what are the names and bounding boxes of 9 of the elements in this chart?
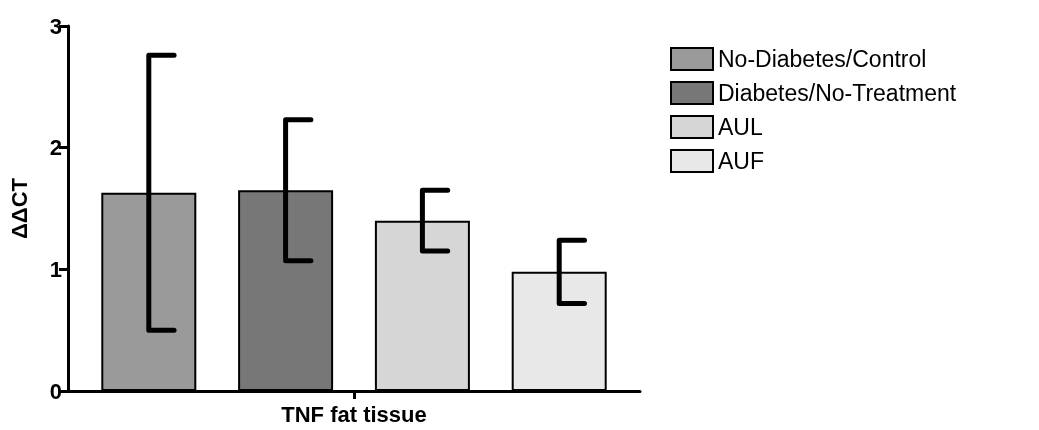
legend-label: No-Diabetes/Control (718, 46, 927, 72)
legend-label: AUL (718, 114, 763, 140)
y-tick-label: 3 (49, 13, 62, 39)
legend-label: AUF (718, 148, 764, 174)
y-axis-title: ΔΔCT (6, 177, 32, 239)
x-tick-label: TNF fat tissue (281, 401, 427, 427)
y-tick-label: 1 (49, 256, 62, 282)
y-tick-label: 2 (49, 135, 62, 161)
legend-label: Diabetes/No-Treatment (718, 80, 957, 106)
